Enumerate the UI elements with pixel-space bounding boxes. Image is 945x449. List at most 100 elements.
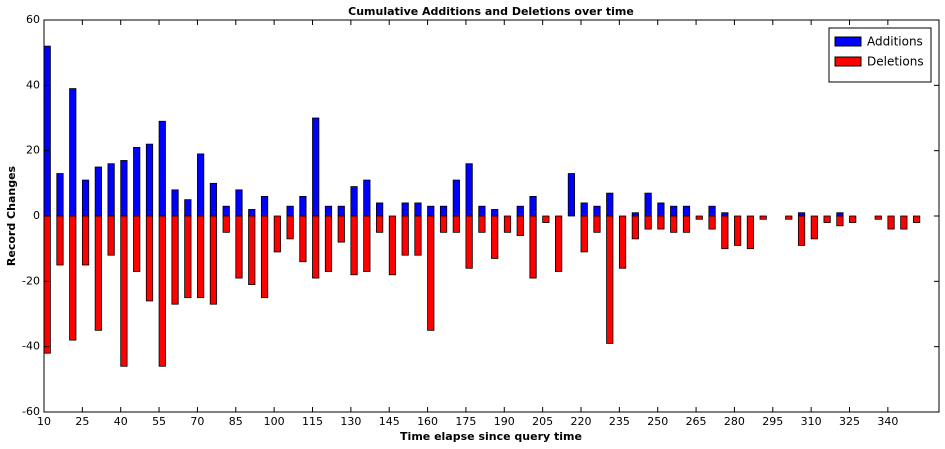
x-tick-label: 340: [877, 415, 898, 428]
bar: [657, 202, 665, 217]
bar: [299, 215, 307, 263]
bar: [81, 215, 90, 266]
bar: [913, 215, 921, 223]
bar: [388, 215, 397, 276]
bar: [478, 205, 486, 217]
bar: [849, 215, 857, 223]
bar: [670, 215, 678, 233]
bar: [145, 143, 154, 217]
bar: [69, 215, 77, 341]
bar: [133, 146, 141, 217]
bar: [874, 215, 882, 220]
x-tick-label: 205: [532, 415, 553, 428]
legend-label: Additions: [867, 35, 923, 49]
bar: [478, 215, 486, 233]
chart-title: Cumulative Additions and Deletions over …: [348, 5, 634, 18]
bar: [197, 215, 205, 299]
x-tick-label: 40: [114, 415, 128, 428]
bar: [81, 179, 90, 217]
bar: [299, 195, 307, 217]
bar: [593, 215, 601, 233]
bar: [606, 192, 614, 217]
x-tick-label: 325: [839, 415, 860, 428]
bar: [260, 195, 269, 217]
bar: [324, 215, 333, 272]
x-tick-label: 295: [762, 415, 783, 428]
y-tick-label: 0: [33, 209, 40, 222]
bar: [350, 186, 358, 217]
bar: [682, 215, 691, 233]
bar: [324, 205, 333, 217]
bar: [427, 215, 435, 331]
bar: [376, 202, 384, 217]
bar: [56, 173, 64, 217]
bar: [184, 215, 192, 299]
bar: [491, 215, 499, 259]
x-tick-label: 235: [609, 415, 630, 428]
bar: [273, 215, 281, 253]
x-tick-label: 70: [190, 415, 204, 428]
bar: [555, 215, 563, 272]
bar: [644, 192, 652, 217]
bar: [171, 189, 179, 217]
bar: [631, 215, 639, 240]
bar: [465, 163, 473, 217]
x-axis-label: Time elapse since query time: [400, 430, 582, 443]
bar: [529, 215, 537, 279]
bar: [248, 209, 256, 217]
bar: [337, 215, 345, 243]
bar: [491, 209, 499, 217]
x-tick-label: 130: [340, 415, 361, 428]
bar: [797, 215, 806, 246]
bar: [286, 215, 294, 240]
bar: [94, 215, 102, 331]
legend-swatch: [834, 56, 862, 67]
bar: [670, 205, 678, 217]
bar: [580, 202, 588, 217]
x-tick-label: 160: [417, 415, 438, 428]
bar: [516, 205, 524, 217]
bar: [222, 205, 230, 217]
bar: [209, 215, 218, 305]
x-tick-label: 175: [455, 415, 476, 428]
bar: [69, 88, 77, 217]
y-tick-label: 20: [26, 144, 40, 157]
bar: [721, 212, 729, 217]
bar: [414, 215, 422, 256]
bar: [759, 215, 767, 220]
bar: [158, 215, 166, 367]
x-tick-label: 265: [686, 415, 707, 428]
bar: [567, 173, 576, 217]
bar: [184, 199, 192, 217]
bar: [235, 215, 243, 279]
bar: [836, 212, 844, 217]
y-tick-label: 60: [26, 13, 40, 26]
bar: [439, 215, 448, 233]
bar: [606, 215, 614, 344]
y-tick-label: -40: [22, 340, 40, 353]
bar: [810, 215, 818, 240]
bar: [197, 153, 205, 217]
bar: [56, 215, 64, 266]
bar: [286, 205, 294, 217]
x-tick-label: 310: [801, 415, 822, 428]
bar: [107, 215, 115, 256]
x-tick-label: 145: [379, 415, 400, 428]
bar: [209, 182, 218, 217]
bar: [721, 215, 729, 250]
x-tick-label: 250: [647, 415, 668, 428]
bar: [644, 215, 652, 230]
x-tick-label: 190: [494, 415, 515, 428]
y-axis-label: Record Changes: [5, 165, 18, 266]
y-tick-label: -20: [22, 274, 40, 287]
x-tick-label: 280: [724, 415, 745, 428]
bar: [734, 215, 742, 246]
bar: [235, 189, 243, 217]
bar: [708, 215, 716, 230]
bar: [401, 202, 409, 217]
bar: [618, 215, 627, 269]
y-tick-label: 40: [26, 78, 40, 91]
x-tick-label: 25: [75, 415, 89, 428]
bar: [43, 45, 51, 217]
bar: [376, 215, 384, 233]
